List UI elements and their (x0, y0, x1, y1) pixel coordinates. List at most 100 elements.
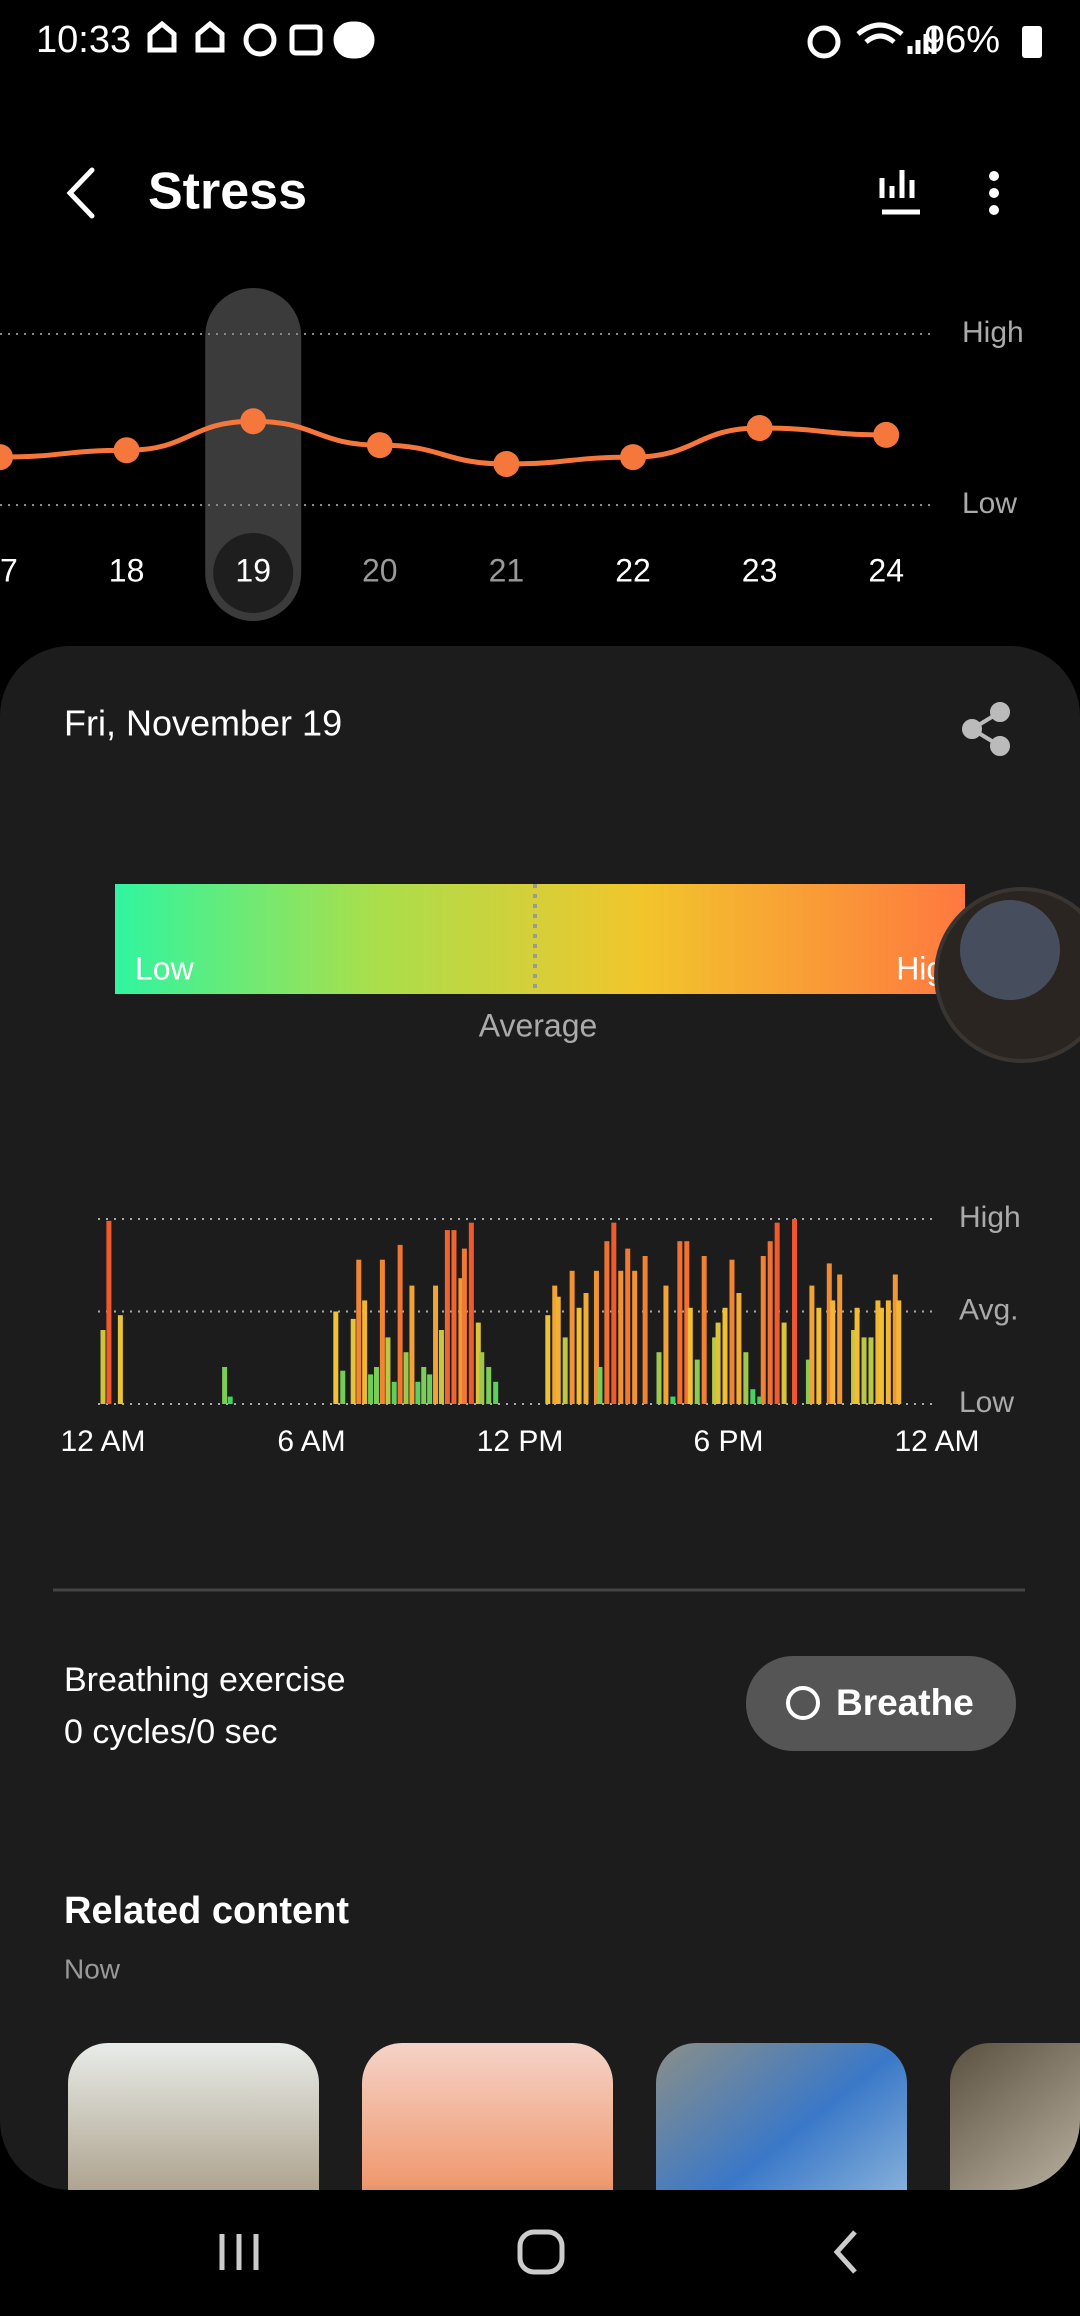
stress-bar (340, 1370, 346, 1404)
stress-bar (583, 1293, 589, 1404)
recents-button[interactable] (219, 2234, 259, 2270)
stress-bar (851, 1330, 857, 1404)
stress-bar (438, 1330, 444, 1404)
related-title: Related content (64, 1890, 349, 1932)
nav-back-button[interactable] (833, 2230, 857, 2274)
day-label: 17 (0, 552, 18, 588)
stress-bar (597, 1367, 603, 1404)
stress-bar (555, 1296, 561, 1404)
detail-card (0, 646, 1080, 2190)
stress-bar (805, 1359, 811, 1404)
stress-bar (403, 1352, 409, 1404)
page-title: Stress (148, 163, 307, 221)
stress-bar (896, 1300, 902, 1404)
related-thumbnail[interactable] (362, 2043, 613, 2243)
stress-bar (451, 1230, 457, 1404)
stress-bar (604, 1241, 610, 1404)
stress-bar (479, 1352, 485, 1404)
stress-bar (781, 1322, 787, 1404)
stress-bar (227, 1396, 233, 1404)
stress-bar (861, 1337, 867, 1404)
day-label: 18 (109, 552, 145, 588)
stress-bar (816, 1307, 822, 1404)
x-tick-label: 6 AM (277, 1425, 345, 1458)
home-button[interactable] (517, 2229, 565, 2275)
x-tick-label: 12 PM (477, 1425, 564, 1458)
status-battery: 96% (924, 19, 1000, 61)
stress-bar (830, 1300, 836, 1404)
stress-bar (356, 1259, 362, 1404)
stress-point (873, 421, 900, 448)
more-button[interactable] (989, 171, 999, 215)
related-thumbnail[interactable] (950, 2043, 1080, 2243)
stress-point (620, 444, 646, 471)
stress-bar (379, 1259, 385, 1404)
stress-bar (468, 1222, 474, 1404)
stress-bar (694, 1359, 700, 1404)
stress-bar (611, 1222, 617, 1404)
y-tick-label: Low (962, 487, 1017, 520)
stress-bar (878, 1307, 884, 1404)
stress-bar (222, 1367, 228, 1404)
stress-bar (397, 1244, 403, 1404)
stress-bar (684, 1241, 690, 1404)
stress-bar (569, 1270, 575, 1404)
day-label: 23 (742, 552, 778, 588)
stress-bar (642, 1256, 648, 1404)
stress-bar (837, 1274, 843, 1404)
stress-point (113, 437, 140, 464)
related-thumbnail[interactable] (656, 2043, 907, 2243)
share-button[interactable] (962, 702, 1010, 756)
stress-bar (100, 1330, 106, 1404)
stress-point (240, 408, 267, 435)
stress-bar (701, 1256, 707, 1404)
stress-bar (461, 1248, 467, 1404)
day-label: 24 (868, 552, 904, 588)
stress-bar (421, 1367, 427, 1404)
stress-bar (368, 1374, 374, 1404)
stress-bar (493, 1381, 499, 1404)
x-tick-label: 12 AM (60, 1425, 145, 1458)
stress-bar (656, 1352, 662, 1404)
x-tick-label: 6 PM (693, 1425, 763, 1458)
gauge-low: Low (135, 950, 195, 986)
stress-bar (409, 1285, 415, 1404)
breathe-button[interactable] (746, 1656, 1016, 1751)
photo-detail (960, 900, 1060, 1000)
stress-gauge (115, 884, 965, 994)
stress-bar (444, 1230, 450, 1404)
stress-bar (712, 1337, 718, 1404)
stress-bar (715, 1322, 721, 1404)
stress-bar (350, 1318, 356, 1404)
status-time: 10:33 (36, 19, 131, 61)
stress-bar (792, 1219, 798, 1404)
stress-bar (433, 1285, 439, 1404)
stress-bar (885, 1300, 891, 1404)
y-tick-label: Avg. (959, 1293, 1019, 1326)
status-icons (147, 20, 937, 59)
day-label: 19 (235, 552, 271, 588)
stress-bar (106, 1220, 112, 1404)
stress-bar (743, 1352, 749, 1404)
selected-day-pill (205, 288, 302, 621)
stress-line (0, 418, 887, 467)
stress-bar (552, 1285, 558, 1404)
chart-button[interactable] (879, 170, 920, 215)
selected-day-circle (213, 533, 294, 613)
related-thumbnail[interactable] (68, 2043, 319, 2243)
y-tick-label: Low (959, 1386, 1014, 1419)
stress-bar (618, 1270, 624, 1404)
stress-bar (415, 1381, 421, 1404)
stress-bar (687, 1307, 693, 1404)
x-tick-label: 12 AM (894, 1425, 979, 1458)
stress-bar (385, 1337, 391, 1404)
stress-bar (625, 1248, 631, 1404)
stress-bar (362, 1300, 368, 1404)
stress-bar (750, 1389, 756, 1404)
back-button[interactable] (66, 167, 95, 219)
day-label: 21 (489, 552, 525, 588)
stress-bar (391, 1381, 397, 1404)
breathing-title: Breathing exercise (64, 1661, 346, 1699)
